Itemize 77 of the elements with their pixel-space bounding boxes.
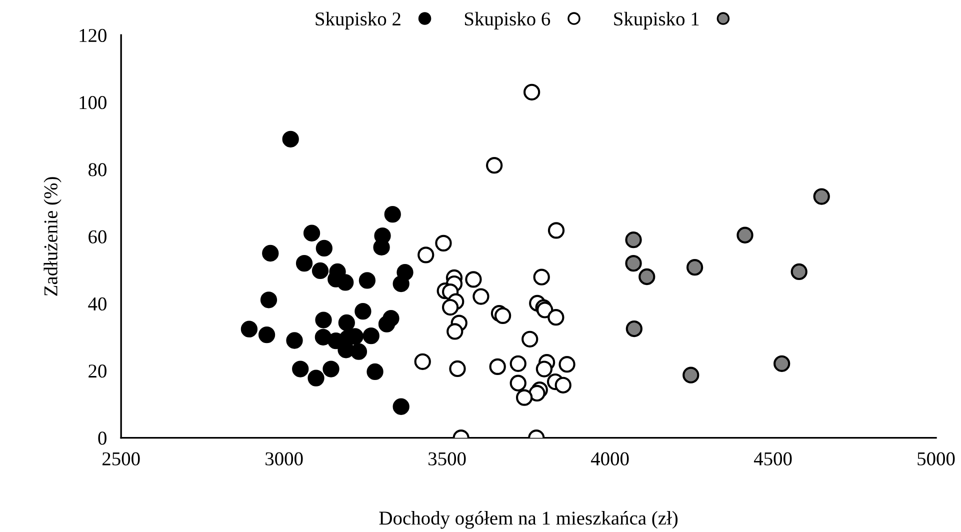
point — [316, 240, 332, 257]
point — [489, 358, 506, 376]
x-tick-label: 4000 — [590, 452, 629, 466]
point — [625, 232, 642, 248]
point — [262, 244, 279, 262]
y-axis-title: Zadłużenie (%) — [44, 177, 62, 296]
point — [366, 363, 384, 380]
point — [435, 234, 452, 252]
x-tick-label: 4500 — [754, 452, 792, 466]
point — [522, 330, 538, 348]
point — [384, 206, 401, 223]
point — [686, 259, 704, 276]
point — [338, 314, 355, 332]
point — [510, 374, 526, 392]
point — [790, 263, 808, 280]
y-tick-label: 40 — [88, 297, 106, 311]
point — [682, 366, 700, 384]
y-tick-label: 60 — [88, 230, 106, 244]
y-tick-label: 0 — [98, 432, 106, 445]
point — [303, 224, 320, 242]
point — [523, 84, 540, 100]
point — [414, 353, 431, 370]
point — [465, 271, 482, 288]
x-tick-label: 2500 — [102, 452, 140, 466]
point — [315, 312, 332, 328]
point — [558, 356, 576, 373]
point — [486, 157, 503, 174]
point — [510, 355, 526, 372]
x-tick-label: 5000 — [918, 452, 955, 466]
point — [282, 130, 299, 148]
point — [358, 272, 376, 289]
point — [314, 328, 332, 346]
point — [378, 316, 396, 332]
point — [240, 320, 258, 338]
x-axis-title: Dochody ogółem na 1 mieszkańca (zł) — [379, 511, 678, 529]
point — [292, 360, 309, 378]
legend-label: Skupisko 2 — [316, 12, 400, 30]
point — [337, 274, 354, 291]
point — [494, 307, 512, 324]
x-tick-label: 3000 — [266, 452, 303, 466]
point — [418, 246, 434, 264]
point — [312, 262, 329, 280]
y-tick-label: 100 — [80, 96, 106, 110]
point — [625, 254, 642, 272]
point — [308, 370, 324, 386]
point — [392, 275, 410, 292]
point — [442, 298, 459, 316]
point — [354, 302, 372, 320]
x-tick-label: 3500 — [428, 452, 466, 466]
point — [554, 376, 572, 394]
point — [774, 355, 790, 372]
point — [350, 343, 368, 360]
legend-label: Skupisko 6 — [464, 12, 550, 30]
point — [736, 226, 754, 244]
point — [528, 384, 546, 402]
point — [533, 268, 550, 286]
point — [536, 360, 553, 378]
point — [813, 188, 830, 205]
point — [258, 326, 276, 344]
point — [362, 327, 380, 344]
point — [392, 398, 410, 415]
y-tick-label: 20 — [88, 364, 106, 378]
point — [260, 292, 278, 308]
point — [472, 288, 490, 305]
point — [548, 309, 564, 326]
point — [296, 254, 313, 272]
point — [322, 360, 340, 378]
point — [626, 320, 642, 338]
point — [449, 360, 466, 378]
point — [516, 389, 533, 406]
point — [548, 222, 565, 239]
legend-label: Skupisko 1 — [614, 12, 699, 30]
y-tick-label: 80 — [88, 163, 106, 176]
point — [286, 332, 303, 349]
point — [446, 323, 464, 340]
y-tick-label: 120 — [80, 28, 106, 42]
point — [638, 268, 656, 286]
